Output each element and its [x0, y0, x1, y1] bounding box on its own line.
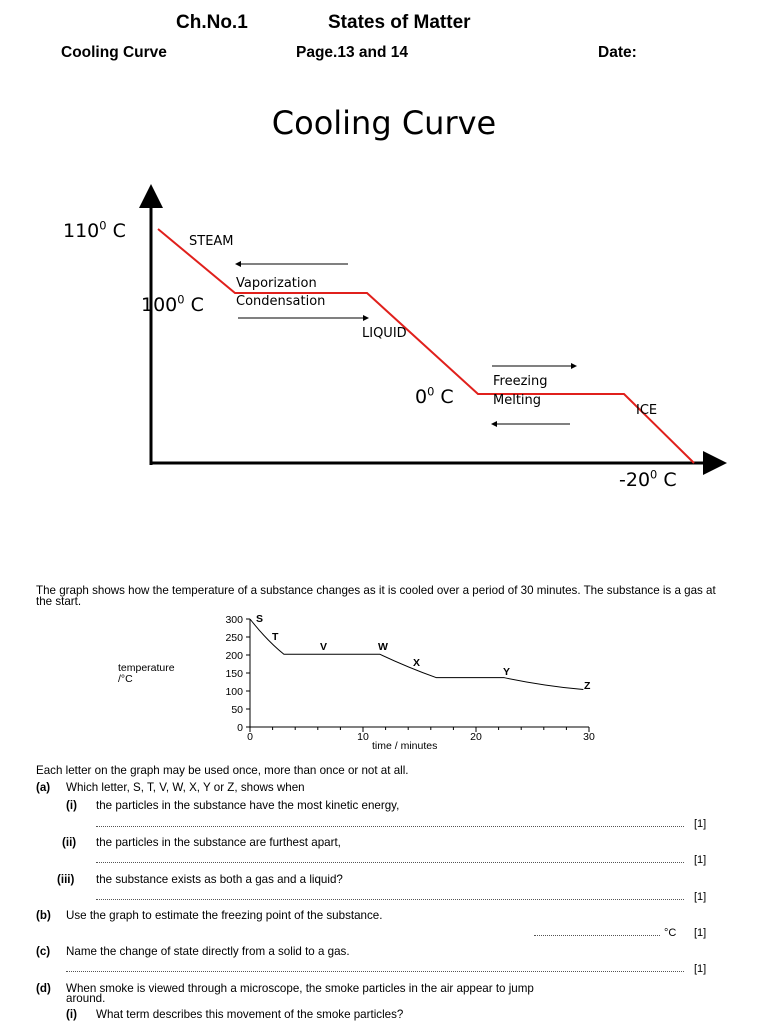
question-b-text: Use the graph to estimate the freezing p… — [66, 909, 383, 922]
graph-x-tick-label: 30 — [583, 731, 595, 743]
question-d-text-1: When smoke is viewed through a microscop… — [66, 982, 534, 995]
page-subtitle: Cooling Curve — [61, 44, 167, 61]
label-liquid: LIQUID — [362, 326, 407, 341]
graph-x-tick-label: 0 — [247, 731, 253, 743]
point-label-x: X — [413, 657, 421, 669]
graph-y-unit: /°C — [118, 673, 133, 685]
answer-line-b[interactable] — [534, 935, 660, 936]
point-label-t: T — [272, 631, 279, 643]
graph-y-tick-label: 300 — [225, 614, 243, 626]
instruction-text: Each letter on the graph may be used onc… — [36, 764, 409, 777]
mark-c: [1] — [694, 963, 707, 975]
point-label-w: W — [378, 641, 388, 653]
cooling-curve-title: Cooling Curve — [271, 104, 497, 142]
question-b-label: (b) — [36, 909, 51, 922]
label-vaporization: Vaporization — [236, 276, 317, 291]
label-freezing: Freezing — [493, 374, 548, 389]
question-di-text: What term describes this movement of the… — [96, 1008, 404, 1021]
graph-y-tick-label: 50 — [231, 704, 243, 716]
question-aiii-text: the substance exists as both a gas and a… — [96, 873, 343, 886]
mark-aii: [1] — [694, 854, 707, 866]
question-a-label: (a) — [36, 781, 51, 794]
unit-b: °C — [664, 927, 677, 939]
question-di-label: (i) — [66, 1008, 77, 1021]
question-d-label: (d) — [36, 982, 51, 995]
graph-y-label: temperature — [118, 662, 175, 674]
question-aii-label: (ii) — [62, 836, 77, 849]
graph-y-tick-label: 150 — [225, 668, 243, 680]
question-aiii-label: (iii) — [57, 873, 75, 886]
mark-ai: [1] — [694, 818, 707, 830]
date-label: Date: — [598, 44, 637, 61]
question-a-text: Which letter, S, T, V, W, X, Y or Z, sho… — [66, 781, 305, 794]
label-melting: Melting — [493, 393, 542, 408]
label-ice: ICE — [636, 403, 658, 418]
label-minus20: -200 C — [619, 467, 677, 491]
label-steam: STEAM — [189, 234, 234, 249]
cooling-curve-diagram — [139, 184, 727, 475]
temperature-graph: 300 250 200 150 100 50 00 10 20 30 — [225, 614, 595, 743]
chapter-topic: States of Matter — [328, 12, 471, 33]
question-aii-text: the particles in the substance are furth… — [96, 836, 341, 849]
question-d-text-2: around. — [66, 992, 106, 1005]
question-c-label: (c) — [36, 945, 51, 958]
graph-x-label: time / minutes — [372, 740, 438, 752]
label-0: 00 C — [415, 384, 454, 408]
mark-aiii: [1] — [694, 891, 707, 903]
answer-line-aii[interactable] — [96, 862, 684, 863]
answer-line-aiii[interactable] — [96, 899, 684, 900]
question-ai-text: the particles in the substance have the … — [96, 799, 400, 812]
point-label-s: S — [256, 613, 264, 625]
label-condensation: Condensation — [236, 294, 326, 309]
label-100: 1000 C — [141, 292, 204, 316]
answer-line-c[interactable] — [66, 971, 684, 972]
graph-temperature-line — [249, 618, 584, 691]
answer-line-ai[interactable] — [96, 826, 684, 827]
graph-x-tick-label: 10 — [357, 731, 369, 743]
graph-x-tick-label: 20 — [470, 731, 482, 743]
point-label-y: Y — [503, 666, 511, 678]
cooling-curve-line — [157, 228, 695, 464]
point-label-v: V — [320, 641, 328, 653]
graph-y-tick-label: 0 — [237, 722, 243, 734]
label-110: 1100 C — [63, 218, 126, 242]
chapter-number: Ch.No.1 — [176, 12, 248, 33]
page-reference: Page.13 and 14 — [296, 44, 409, 61]
graph-y-tick-label: 250 — [225, 632, 243, 644]
question-c-text: Name the change of state directly from a… — [66, 945, 350, 958]
graph-y-tick-label: 200 — [225, 650, 243, 662]
question-intro: The graph shows how the temperature of a… — [36, 584, 716, 608]
graph-y-tick-label: 100 — [225, 686, 243, 698]
question-ai-label: (i) — [66, 799, 77, 812]
point-label-z: Z — [584, 680, 591, 692]
mark-b: [1] — [694, 927, 707, 939]
